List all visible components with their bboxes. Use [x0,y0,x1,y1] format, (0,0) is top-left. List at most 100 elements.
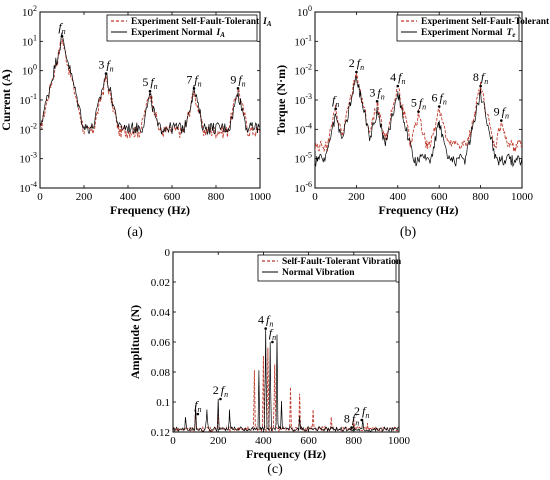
x-tick-label: 200 [76,191,93,203]
peak-marker [104,72,108,75]
harmonic-annotation: 9 fn [494,105,509,121]
harmonic-annotation: 2 fn [213,383,228,399]
y-tick-label: 0.12 [151,427,170,439]
x-tick-label: 200 [210,435,227,447]
panel-label: (b) [400,225,417,240]
harmonic-annotation: 6 fn [432,91,447,107]
y-tick-label: 101 [22,33,37,48]
harmonic-annotation: 8 fn [344,412,359,428]
x-tick-label: 600 [164,191,181,203]
harmonic-annotation: fn [58,20,65,36]
series-line-0 [315,71,522,153]
peak-marker [500,119,503,122]
peak-marker [479,84,482,88]
harmonic-annotation: fn [332,93,339,109]
harmonic-annotation: 4 fn [390,70,405,86]
x-tick-label: 1000 [388,435,411,447]
chart-c: 0 200 400 600 800 1000 0 0.02 0.04 0.06 0.08 0.1 0.1… [128,247,411,477]
legend-entry: Self-Fault-Tolerant Vibration [282,257,402,267]
harmonic-annotation: 7 fn [186,72,201,88]
legend-box [106,14,258,42]
y-tick-label: 10-3 [294,92,312,107]
y-tick-label: 102 [22,4,37,19]
legend-entry: Experiment Self-Fault-Tolerant IA [131,17,272,28]
y-tick-label: 10-6 [294,180,312,195]
peak-marker [236,87,240,90]
x-axis-label: Frequency (Hz) [246,447,326,461]
peak-marker [264,327,267,330]
x-tick-label: 800 [346,435,363,447]
series-line-0 [173,347,399,432]
chart-b: 0 200 400 600 800 1000 100 10-1 10-2 10-3 10-4 10-5… [274,4,550,240]
legend-box [396,14,520,42]
peak-marker [196,412,200,416]
y-tick-label: 10-3 [19,151,37,166]
x-tick-label: 1000 [249,191,272,203]
harmonic-annotation: fn [269,326,276,342]
y-tick-label: 0.04 [151,307,171,319]
peak-marker [396,84,400,88]
panel-label: (c) [267,462,283,477]
legend-entry: Normal Vibration [282,268,355,278]
x-tick-label: 400 [255,435,272,447]
harmonic-annotation: 5 fn [411,96,426,112]
y-axis-label: Current (A) [0,69,13,130]
x-axis-label: Frequency (Hz) [110,203,190,217]
y-tick-label: 10-1 [19,92,37,107]
peak-marker [417,110,420,113]
legend-box [257,254,397,282]
harmonic-annotation: 2 fn [349,56,364,72]
peak-marker [360,418,364,422]
y-tick-label: 10-4 [19,180,37,195]
x-tick-label: 0 [170,435,176,447]
peak-marker [437,105,441,108]
harmonic-annotation: fn [194,398,201,414]
y-tick-label: 10-1 [294,33,312,48]
peak-marker [271,340,274,344]
harmonic-annotation: 3 fn [369,85,384,101]
x-tick-label: 0 [312,191,318,203]
plot-frame [172,251,400,433]
x-tick-label: 600 [300,435,317,447]
y-tick-label: 10-5 [294,151,312,166]
legend-entry: Experiment Normal Te [421,28,515,39]
harmonic-annotation: 2 fn [354,404,369,420]
peak-marker [60,34,64,38]
y-tick-label: 0.02 [151,277,170,289]
y-tick-label: 100 [22,63,37,78]
harmonic-annotation: 8 fn [473,70,488,86]
x-tick-label: 800 [472,191,489,203]
y-tick-label: 0.06 [151,337,171,349]
y-tick-label: 10-4 [294,121,312,136]
peak-marker [334,107,338,111]
x-tick-label: 400 [120,191,137,203]
x-tick-label: 400 [390,191,407,203]
legend-entry: Experiment Normal IA [131,28,225,39]
peak-marker [148,89,152,93]
y-tick-label: 10-2 [19,121,37,136]
legend: Experiment Self-Fault-Tolerant IAExperime… [106,14,272,42]
x-tick-label: 800 [208,191,225,203]
legend-entry: Experiment Self-Fault-TolerantTe [421,17,550,28]
x-tick-label: 200 [348,191,365,203]
y-tick-label: 100 [297,4,312,19]
harmonic-annotation: 3 fn [98,58,113,74]
legend: Experiment Self-Fault-TolerantTeExperime… [396,14,550,42]
y-tick-label: 10-2 [294,63,312,78]
peak-marker [219,397,222,401]
y-axis-label: Torque (N·m) [274,65,288,135]
y-axis-label: Amplitude (N) [128,305,142,379]
chart-a: 0 200 400 600 800 1000 102 101 100 10-1 10-2 10-3 10… [0,4,272,240]
peak-marker [375,100,379,103]
harmonic-annotation: 5 fn [142,75,157,91]
peak-marker [355,70,358,74]
harmonic-annotation: 4 fn [258,313,273,329]
y-tick-label: 0.08 [151,367,171,379]
x-axis-label: Frequency (Hz) [378,203,458,217]
peak-marker [350,426,353,429]
peak-marker [192,87,196,90]
y-tick-label: 0.1 [156,397,170,409]
x-tick-label: 0 [37,191,43,203]
